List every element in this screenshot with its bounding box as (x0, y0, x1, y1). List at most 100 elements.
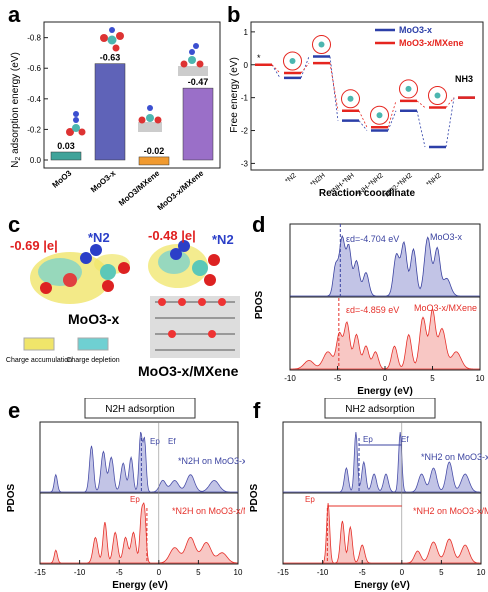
panel-d-top-curve (290, 234, 480, 297)
panel-e-title: N2H adsorption (105, 404, 174, 415)
panel-a-chart: N2 adsorption energy (eV) 0.0 -0.2 -0.4 -0.… (10, 21, 221, 210)
panel-f-title: NH2 adsorption (345, 404, 414, 415)
panel-a-bar (50, 151, 82, 161)
panel-a-bar-label: 0.03 (57, 141, 75, 151)
panel-f-title-box (324, 398, 436, 419)
panel-b-ytick-label: 0 (244, 61, 249, 70)
panel-e-top-text: *N2H on MoO3-x (178, 456, 245, 466)
panel-b-molecule-atom (434, 92, 441, 99)
panel-e-ef-top: Ef (168, 437, 176, 446)
legend-moo3x-mxene: MoO3-x/MXene (399, 38, 464, 48)
panel-e-ep-bottom: Ep (130, 495, 140, 504)
panel-b-connector (300, 56, 310, 79)
panel-b-ytick-label: -2 (241, 127, 249, 136)
panel-a-xlabel: MoO3-x/MXene (156, 168, 206, 210)
panel-a-ytick-label: -0.8 (27, 34, 41, 43)
n2-label-left: *N2 (88, 230, 110, 245)
panel-b-molecule-atom (405, 85, 412, 92)
panel-f-ep-bottom: Ep (305, 495, 315, 504)
panel-a-xlabel: MoO3-x (89, 168, 118, 194)
panel-a-bar (94, 63, 126, 161)
structure-moo3x-mxene (148, 240, 240, 358)
panel-a-bar-label: -0.47 (188, 77, 209, 87)
panel-b-connector (445, 97, 455, 148)
charge-right: -0.48 |e| (148, 228, 196, 243)
panel-b-ytick-label: 1 (244, 28, 249, 37)
panel-d-bottom-center: εd=-4.859 eV (346, 305, 399, 315)
panel-b-connector (416, 110, 426, 148)
legend-deplete: Charge depletion (66, 357, 119, 364)
panel-b-connector (329, 63, 339, 111)
panel-f-ep-top: Ep (363, 435, 373, 444)
panel-d-ylabel: PDOS (254, 291, 265, 320)
panel-label-f: f (253, 398, 261, 423)
panel-b-axes (250, 21, 484, 171)
panel-b-xlabel: *N2H (309, 172, 326, 188)
panel-e-ylabel: PDOS (6, 484, 17, 513)
panel-d-top-name: MoO3-x (430, 232, 463, 242)
panel-a-ylabel: N2 adsorption energy (eV) (10, 52, 22, 168)
panel-c-structures: -0.69 |e| *N2 MoO3-x -0.48 |e| *N2 MoO3-… (6, 228, 240, 379)
charge-left: -0.69 |e| (10, 238, 58, 253)
panel-b-xlabel: *NH2 (425, 172, 442, 188)
panel-label-d: d (252, 212, 266, 237)
molecule-icon-moo3x (100, 27, 124, 52)
panel-f-xtick-label: 10 (477, 568, 486, 577)
panel-b-connector (358, 110, 368, 128)
panel-b-xlabel: *N2 (284, 172, 298, 185)
panel-d-bottom-curve (290, 307, 480, 370)
panel-d-top-center: εd=-4.704 eV (346, 234, 399, 244)
panel-a-ytick-label: -0.4 (27, 95, 41, 104)
panel-d-xlabel: Energy (eV) (357, 386, 413, 397)
panel-e-xtick-label: 5 (196, 568, 201, 577)
panel-b-molecule-atom (289, 57, 296, 64)
panel-f-xtick-label: 0 (400, 568, 405, 577)
panel-e-bottom-text: *N2H on MoO3-x/MXene (172, 506, 245, 516)
panel-e-xtick-label: -15 (34, 568, 46, 577)
panel-d-xtick-label: 5 (430, 374, 435, 383)
panel-a-ytick-label: 0.0 (30, 156, 42, 165)
name-right: MoO3-x/MXene (138, 363, 239, 379)
panel-f-xlabel: Energy (eV) (354, 580, 410, 591)
panel-a-ytick-label: -0.6 (27, 64, 41, 73)
panel-e-top-curve (40, 431, 238, 493)
panel-f-ef-top: Ef (401, 435, 409, 444)
panel-b-ylabel: Free energy (eV) (229, 57, 240, 133)
panel-b-connector (300, 62, 310, 74)
panel-label-c: c (8, 212, 21, 237)
panel-d-xtick-label: -10 (284, 374, 296, 383)
panel-b-nh3-label: NH3 (455, 74, 473, 84)
n2-label-right: *N2 (212, 232, 234, 247)
legend-accum: Charge accumulation (6, 357, 72, 364)
panel-b-xlabel: Reaction coordinate (319, 188, 416, 199)
panel-a-axes (43, 21, 221, 169)
panel-a-bar-label: -0.02 (144, 146, 165, 156)
panel-e-xtick-label: -5 (116, 568, 124, 577)
panel-e-chart: N2H adsorption PDOS -15 -10 -5 0 5 10 Energy … (6, 398, 245, 591)
panel-b-chart: Free energy (eV) 10-1-2-3 *N2 *N2H *NH-*NH… (229, 21, 484, 201)
panel-f-bottom-text: *NH2 on MoO3-x/MXene (413, 506, 488, 516)
panel-a-bar (182, 87, 214, 161)
panel-d-xtick-label: 0 (383, 374, 388, 383)
panel-label-a: a (8, 2, 21, 27)
panel-f-ylabel: PDOS (249, 484, 260, 513)
panel-a-xlabel: MoO3/MXene (117, 168, 162, 208)
panel-f-bottom-curve (283, 502, 481, 564)
panel-b-connector (387, 110, 397, 131)
panel-a-xlabel: MoO3 (50, 168, 73, 190)
panel-b-molecule-atom (347, 95, 354, 102)
legend-deplete-swatch (77, 337, 109, 351)
panel-a-ytick-label: -0.2 (27, 125, 41, 134)
legend-accum-swatch (23, 337, 55, 351)
panel-a-bar-label: -0.63 (100, 53, 121, 63)
panel-label-e: e (8, 398, 21, 423)
panel-e-title-box (84, 398, 196, 419)
panel-b-legend: MoO3-x MoO3-x/MXene (375, 25, 464, 48)
panel-d-chart: PDOS -10 -5 0 5 10 Energy (eV) εd=-4.704 eV … (254, 223, 485, 397)
panel-b-connector (271, 64, 281, 74)
panel-f-xtick-label: -15 (277, 568, 289, 577)
panel-b-connector (387, 100, 397, 128)
panel-b-molecule-atom (318, 41, 325, 48)
panel-e-xtick-label: 10 (234, 568, 243, 577)
molecule-icon-moo3-mxene (138, 105, 162, 132)
